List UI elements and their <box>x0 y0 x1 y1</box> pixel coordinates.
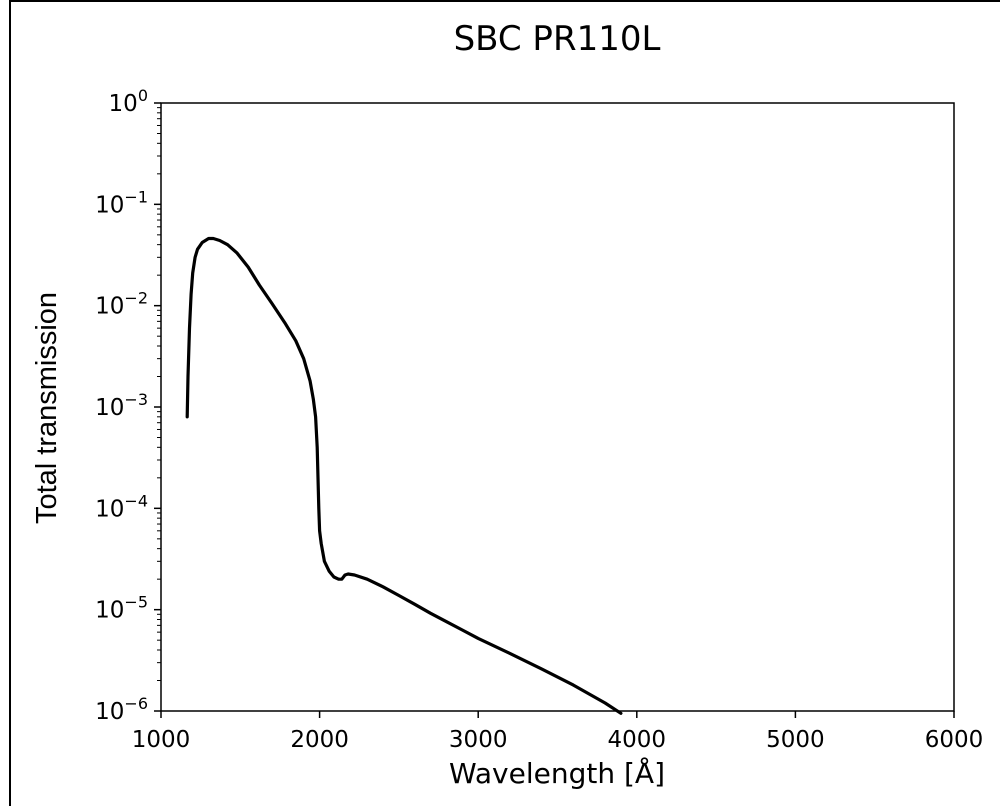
y-tick-label: 10−4 <box>95 491 148 522</box>
y-tick-exponent: −1 <box>124 187 148 206</box>
y-tick-exponent: −2 <box>124 289 148 308</box>
x-tick-label: 5000 <box>766 727 825 753</box>
x-tick-label: 3000 <box>449 727 508 753</box>
y-tick-base: 10 <box>95 598 124 624</box>
y-tick-exponent: −4 <box>124 491 148 510</box>
plot-area <box>160 102 955 712</box>
x-axis-label: Wavelength [Å] <box>449 756 665 790</box>
y-tick-exponent: 0 <box>138 86 148 105</box>
x-tick-label: 1000 <box>132 727 191 753</box>
y-tick-base: 10 <box>95 294 124 320</box>
y-tick-exponent: −6 <box>124 694 148 713</box>
y-tick-label: 10−2 <box>95 289 148 320</box>
ticks: 1000 2000 3000 4000 5000 600010010−110−210−31… <box>95 86 983 753</box>
x-tick-label: 4000 <box>608 727 667 753</box>
x-tick-label: 2000 <box>290 727 349 753</box>
y-tick-base: 10 <box>95 496 124 522</box>
y-tick-base: 10 <box>109 91 138 117</box>
y-tick-base: 10 <box>95 395 124 421</box>
y-tick-base: 10 <box>95 699 124 725</box>
y-tick-label: 10−6 <box>95 694 148 725</box>
series-layer <box>185 236 623 715</box>
x-tick-label: 6000 <box>925 727 984 753</box>
y-tick-label: 10−3 <box>95 390 148 421</box>
y-tick-exponent: −3 <box>124 390 148 409</box>
y-tick-label: 10−1 <box>95 187 148 218</box>
chart-title: SBC PR110L <box>454 19 661 59</box>
y-axis-label: Total transmission <box>31 292 63 524</box>
y-tick-base: 10 <box>95 192 124 218</box>
figure-frame <box>9 0 1000 806</box>
y-tick-exponent: −5 <box>124 593 148 612</box>
y-tick-label: 10−5 <box>95 593 148 624</box>
series-line <box>185 236 623 715</box>
y-tick-label: 100 <box>109 86 148 117</box>
